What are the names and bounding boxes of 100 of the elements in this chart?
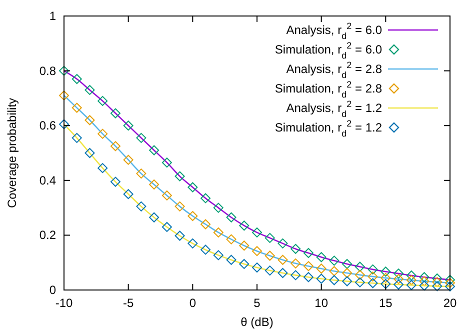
point [59, 119, 69, 130]
point [239, 220, 250, 231]
point [174, 230, 185, 241]
point [290, 244, 301, 254]
point [394, 274, 404, 284]
point [149, 145, 160, 156]
point [110, 176, 120, 187]
point [380, 266, 391, 277]
point [110, 141, 120, 152]
point [264, 250, 275, 261]
y-tick-label: 0.6 [39, 118, 56, 133]
point [59, 66, 69, 76]
point [380, 272, 391, 283]
point [432, 277, 442, 288]
legend-label: Analysis, r$_{d}$$^{2}$ = 2.8 [286, 60, 382, 80]
point [278, 254, 288, 265]
point [368, 272, 378, 282]
point [406, 270, 416, 280]
point [342, 276, 352, 286]
point [290, 258, 301, 268]
point [226, 254, 236, 265]
point [329, 256, 340, 266]
point [149, 212, 160, 222]
legend-label: Simulation, r$_{d}$$^{2}$ = 2.8 [274, 80, 382, 100]
y-tick-label: 0.8 [39, 64, 56, 78]
point [303, 261, 314, 272]
point [98, 128, 108, 139]
point [200, 244, 211, 255]
y-tick-label: 0.2 [39, 228, 56, 242]
point [98, 163, 108, 174]
point [72, 74, 82, 84]
y-tick-label: 0.4 [39, 173, 56, 188]
point [278, 268, 288, 278]
point [136, 132, 146, 143]
x-tick-label: -10 [55, 296, 73, 310]
point [445, 274, 455, 285]
point [226, 212, 236, 222]
point [316, 274, 326, 284]
point [406, 280, 416, 290]
point [239, 258, 250, 269]
x-tick-label: 15 [378, 296, 393, 310]
point [123, 154, 134, 165]
point [419, 276, 430, 286]
point [72, 102, 82, 113]
point [213, 227, 224, 238]
point [162, 158, 172, 168]
point [354, 262, 365, 272]
point [316, 252, 326, 262]
point [394, 280, 404, 290]
point [252, 227, 262, 238]
x-tick-label: 5 [254, 296, 261, 310]
point [264, 266, 275, 276]
point [316, 264, 326, 274]
point [213, 250, 224, 260]
point [303, 248, 314, 258]
point [354, 277, 365, 288]
x-axis-title: θ (dB) [240, 315, 274, 329]
point [445, 278, 455, 288]
point [226, 234, 236, 244]
point [174, 201, 185, 212]
point [136, 201, 146, 212]
point [394, 268, 404, 279]
point [342, 258, 352, 269]
x-tick-label: 10 [314, 296, 328, 310]
x-tick-label: 0 [189, 296, 196, 310]
point [162, 190, 172, 200]
point [188, 211, 198, 222]
point [239, 240, 250, 251]
point [406, 275, 416, 286]
point [84, 148, 95, 158]
point [380, 278, 391, 289]
point [368, 278, 378, 288]
point [174, 171, 185, 182]
point [278, 238, 288, 248]
point [59, 90, 69, 100]
point [162, 222, 172, 232]
point [290, 270, 301, 280]
point [72, 132, 82, 143]
y-tick-label: 1 [49, 9, 56, 23]
legend-label: Simulation, r$_{d}$$^{2}$ = 6.0 [274, 40, 382, 60]
point [419, 280, 430, 291]
point [445, 281, 455, 292]
point [84, 84, 95, 95]
point [252, 246, 262, 256]
point [329, 266, 340, 276]
point [123, 189, 134, 200]
point [213, 202, 224, 213]
point [342, 268, 352, 278]
point [252, 262, 262, 273]
point [149, 180, 160, 190]
point [123, 120, 134, 131]
point [329, 275, 340, 286]
point [188, 238, 198, 248]
point [368, 264, 378, 274]
point [354, 270, 365, 280]
point [432, 281, 442, 292]
point [264, 232, 275, 243]
point [84, 115, 95, 126]
point [200, 219, 211, 230]
point [419, 272, 430, 282]
